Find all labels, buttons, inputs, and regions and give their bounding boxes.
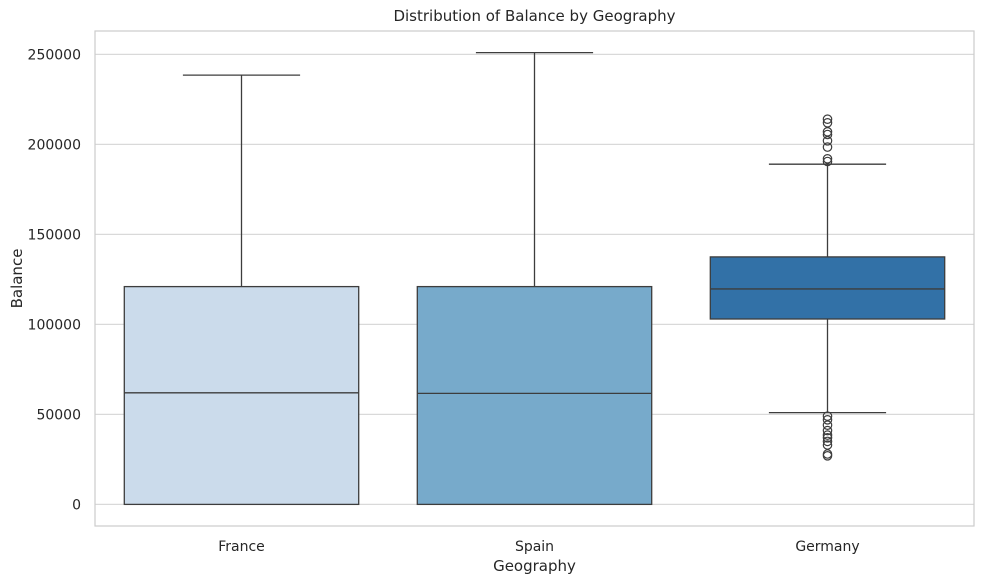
x-tick-label: Germany — [795, 539, 859, 555]
y-tick-label: 50000 — [36, 407, 81, 423]
outlier-point — [822, 156, 833, 167]
outlier-point — [822, 450, 833, 461]
plot-frame — [94, 30, 975, 527]
box-iqr — [709, 256, 946, 320]
boxes — [123, 51, 946, 506]
box-group-germany — [709, 114, 946, 461]
outlier-point — [822, 411, 833, 421]
outlier-point — [822, 127, 833, 137]
outlier-point — [822, 114, 833, 124]
x-tick-label: France — [218, 539, 265, 555]
x-axis-label: Geography — [493, 557, 576, 575]
y-tick-label: 100000 — [28, 317, 81, 333]
outlier-point — [822, 118, 833, 128]
x-tick-labels: France Spain Germany — [218, 539, 859, 555]
y-tick-label: 200000 — [28, 137, 81, 153]
x-tick-label: Spain — [515, 539, 554, 555]
outlier-point — [822, 432, 833, 443]
outlier-point — [822, 425, 833, 436]
y-tick-label: 150000 — [28, 227, 81, 243]
outlier-point — [822, 129, 833, 140]
box-group-france — [123, 74, 360, 506]
outlier-point — [822, 430, 833, 440]
box-group-spain — [416, 51, 653, 506]
outlier-point — [822, 440, 833, 450]
y-tick-label: 0 — [72, 497, 81, 513]
outlier-point — [822, 142, 833, 152]
chart-title: Distribution of Balance by Geography — [393, 7, 675, 25]
outlier-point — [822, 136, 833, 146]
y-tick-label: 250000 — [28, 47, 81, 63]
outlier-point — [822, 414, 833, 425]
box-iqr — [416, 285, 653, 506]
box-iqr — [123, 285, 360, 506]
outlier-point — [822, 436, 833, 447]
y-tick-labels: 0 50000 100000 150000 200000 250000 — [28, 47, 81, 513]
outlier-point — [822, 154, 833, 164]
outlier-point — [822, 420, 833, 430]
y-axis-label: Balance — [8, 249, 26, 309]
